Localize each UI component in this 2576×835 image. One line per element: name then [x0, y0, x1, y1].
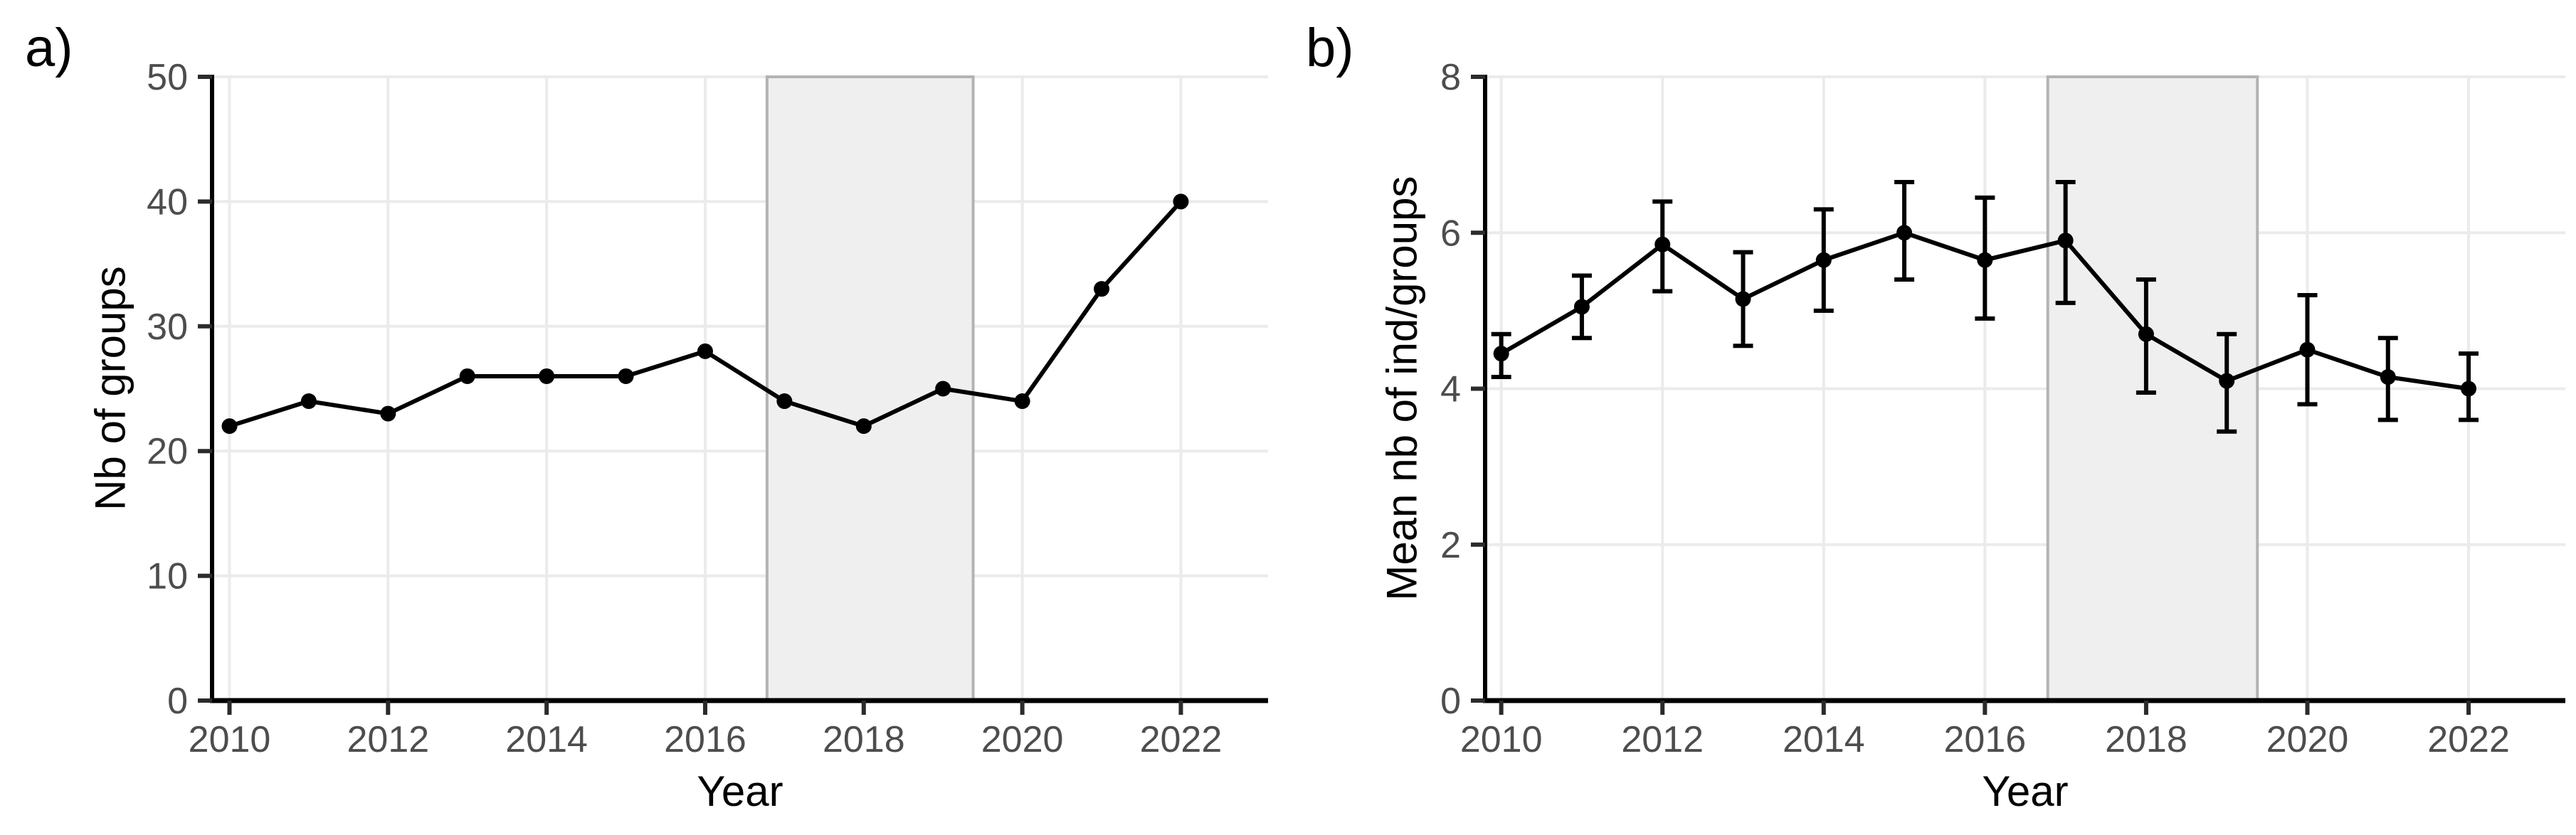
data-point: [2461, 381, 2477, 397]
data-point: [2219, 373, 2235, 389]
data-point: [380, 405, 396, 422]
y-tick-label: 50: [147, 57, 188, 98]
data-point: [539, 368, 555, 384]
data-point: [697, 343, 713, 359]
y-tick-label: 40: [147, 181, 188, 223]
y-tick-label: 2: [1440, 525, 1461, 566]
x-tick-label: 2010: [1460, 719, 1543, 760]
data-point: [855, 418, 872, 435]
y-tick-label: 30: [147, 307, 188, 348]
panel-a-plot: 2010 2012 2014 2016 2018 2020 2022 0 10 20 30 40 50: [147, 57, 1268, 760]
x-tick-label: 2016: [664, 719, 746, 760]
data-point: [1173, 193, 1189, 210]
y-tick-label: 0: [167, 681, 188, 722]
data-point: [221, 418, 238, 435]
x-tick-label: 2022: [2427, 719, 2510, 760]
panel-b-label: b): [1306, 18, 1354, 78]
x-tick-label: 2010: [189, 719, 271, 760]
x-tick-label: 2018: [2105, 719, 2187, 760]
data-point: [1654, 236, 1671, 252]
x-tick-label: 2022: [1140, 719, 1223, 760]
x-tick-label: 2014: [505, 719, 588, 760]
data-point: [776, 393, 793, 410]
data-point: [1573, 299, 1590, 315]
panel-a-label: a): [25, 18, 73, 78]
panel-b-plot: 2010 2012 2014 2016 2018 2020 2022 0 2 4 6 8: [1440, 57, 2565, 760]
panel-a: a) Nb of groups 2010 2012 2014 2016 2018 2020…: [25, 18, 1268, 815]
data-point: [2299, 341, 2316, 358]
data-point: [1094, 281, 1110, 297]
x-tick-label: 2018: [823, 719, 905, 760]
highlight-band: [2046, 75, 2259, 702]
data-point: [1493, 346, 1509, 362]
x-tick-label: 2020: [981, 719, 1064, 760]
data-point: [1735, 291, 1751, 307]
data-point: [300, 393, 317, 410]
data-point: [1977, 252, 1993, 268]
panel-a-x-axis-title: Year: [697, 767, 783, 815]
x-tick-label: 2020: [2266, 719, 2349, 760]
data-point: [2057, 233, 2074, 249]
x-tick-label: 2014: [1783, 719, 1865, 760]
y-tick-label: 8: [1440, 57, 1461, 98]
y-tick-label: 6: [1440, 213, 1461, 254]
data-point: [2380, 369, 2396, 385]
data-point: [2138, 326, 2154, 342]
y-tick-label: 0: [1440, 681, 1461, 722]
data-point: [935, 381, 951, 397]
x-tick-label: 2016: [1944, 719, 2027, 760]
x-tick-label: 2012: [1621, 719, 1704, 760]
panel-b: b) Mean nb of ind/groups 2010 2012 2014 201…: [1288, 0, 2576, 835]
data-point: [459, 368, 475, 384]
panel-b-x-axis-title: Year: [1982, 767, 2069, 815]
data-point: [1014, 393, 1030, 410]
data-point: [1896, 225, 1913, 241]
y-tick-label: 20: [147, 431, 188, 472]
data-point: [1815, 252, 1832, 268]
y-tick-label: 10: [147, 556, 188, 597]
x-tick-label: 2012: [347, 719, 429, 760]
y-tick-label: 4: [1440, 369, 1461, 410]
data-point: [618, 368, 634, 384]
